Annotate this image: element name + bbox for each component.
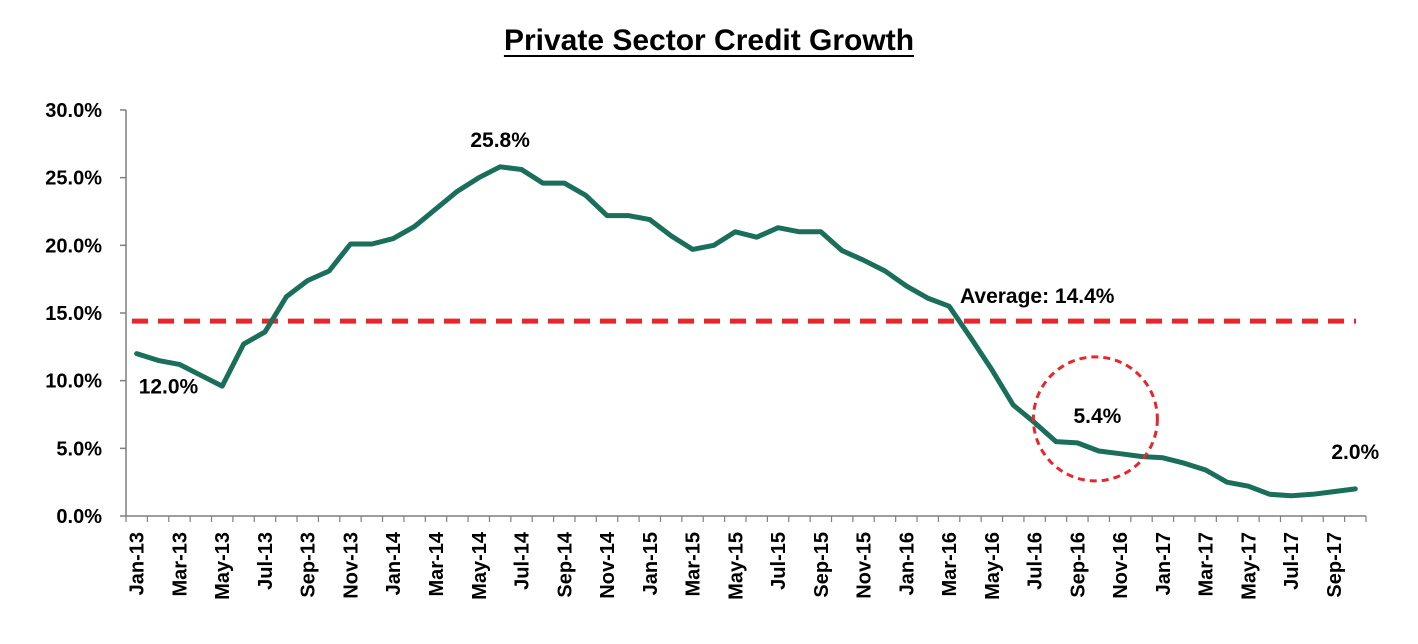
x-tick-label: Nov-14 bbox=[597, 531, 619, 599]
x-tick-label: Sep-16 bbox=[1067, 532, 1089, 598]
x-tick-label: Sep-17 bbox=[1324, 532, 1346, 598]
x-tick-label: Sep-14 bbox=[554, 531, 576, 597]
credit-growth-line bbox=[134, 164, 1358, 499]
x-tick-label: Jul-14 bbox=[512, 531, 534, 590]
chart-title: Private Sector Credit Growth bbox=[503, 24, 915, 57]
data-label: 12.0% bbox=[139, 376, 199, 399]
x-tick-label: Jul-15 bbox=[768, 532, 790, 590]
y-tick-label: 20.0% bbox=[45, 235, 102, 257]
x-tick-label: Mar-15 bbox=[683, 532, 705, 596]
y-axis: 0.0% 5.0% 10.0% 15.0% 20.0% 25.0% 30.0% bbox=[45, 100, 127, 528]
y-tick-label: 5.0% bbox=[56, 438, 102, 460]
x-tick-label: Jul-13 bbox=[255, 532, 277, 590]
x-tick-label: May-14 bbox=[469, 531, 491, 600]
x-tick-label: May-16 bbox=[982, 532, 1004, 600]
x-tick-label: Jan-17 bbox=[1153, 532, 1175, 595]
annotations-group: 25.8% 12.0% 5.4% 2.0% bbox=[139, 129, 1380, 483]
data-label: 2.0% bbox=[1331, 441, 1379, 464]
x-axis: Jan-13 Mar-13 May-13 Jul-13 Sep-13 Nov-13 Jan-… bbox=[125, 515, 1367, 600]
highlight-circle bbox=[1031, 355, 1159, 483]
x-tick-label: Mar-16 bbox=[939, 532, 961, 596]
x-tick-label: Jan-15 bbox=[640, 532, 662, 595]
x-tick-label: Nov-16 bbox=[1110, 532, 1132, 599]
x-tick-label: Jan-16 bbox=[896, 532, 918, 595]
x-tick-label: Nov-15 bbox=[854, 532, 876, 599]
y-tick-label: 30.0% bbox=[45, 100, 102, 122]
x-tick-label: Nov-13 bbox=[340, 532, 362, 599]
x-tick-label: Mar-14 bbox=[426, 531, 448, 596]
y-tick-label: 15.0% bbox=[45, 303, 102, 325]
x-tick-label: Mar-13 bbox=[169, 532, 191, 596]
x-tick-label: Jul-16 bbox=[1025, 532, 1047, 590]
x-tick-label: Sep-13 bbox=[298, 532, 320, 598]
series-group bbox=[134, 164, 1358, 499]
data-label: 25.8% bbox=[470, 129, 530, 152]
x-tick-label: Jan-13 bbox=[127, 532, 149, 595]
x-tick-label: May-17 bbox=[1238, 532, 1260, 600]
x-tick-label: Jan-14 bbox=[383, 531, 405, 595]
average-label: Average: 14.4% bbox=[960, 285, 1115, 308]
data-label: 5.4% bbox=[1073, 405, 1121, 428]
x-tick-label: Jul-17 bbox=[1281, 532, 1303, 590]
x-tick-label: Mar-17 bbox=[1196, 532, 1218, 596]
x-tick-label: May-15 bbox=[725, 532, 747, 600]
average-reference-line-group: Average: 14.4% bbox=[132, 285, 1356, 324]
y-tick-label: 0.0% bbox=[56, 506, 102, 528]
x-tick-label: Sep-15 bbox=[811, 532, 833, 598]
y-tick-label: 25.0% bbox=[45, 168, 102, 190]
y-tick-label: 10.0% bbox=[45, 371, 102, 393]
x-tick-label: May-13 bbox=[212, 532, 234, 600]
